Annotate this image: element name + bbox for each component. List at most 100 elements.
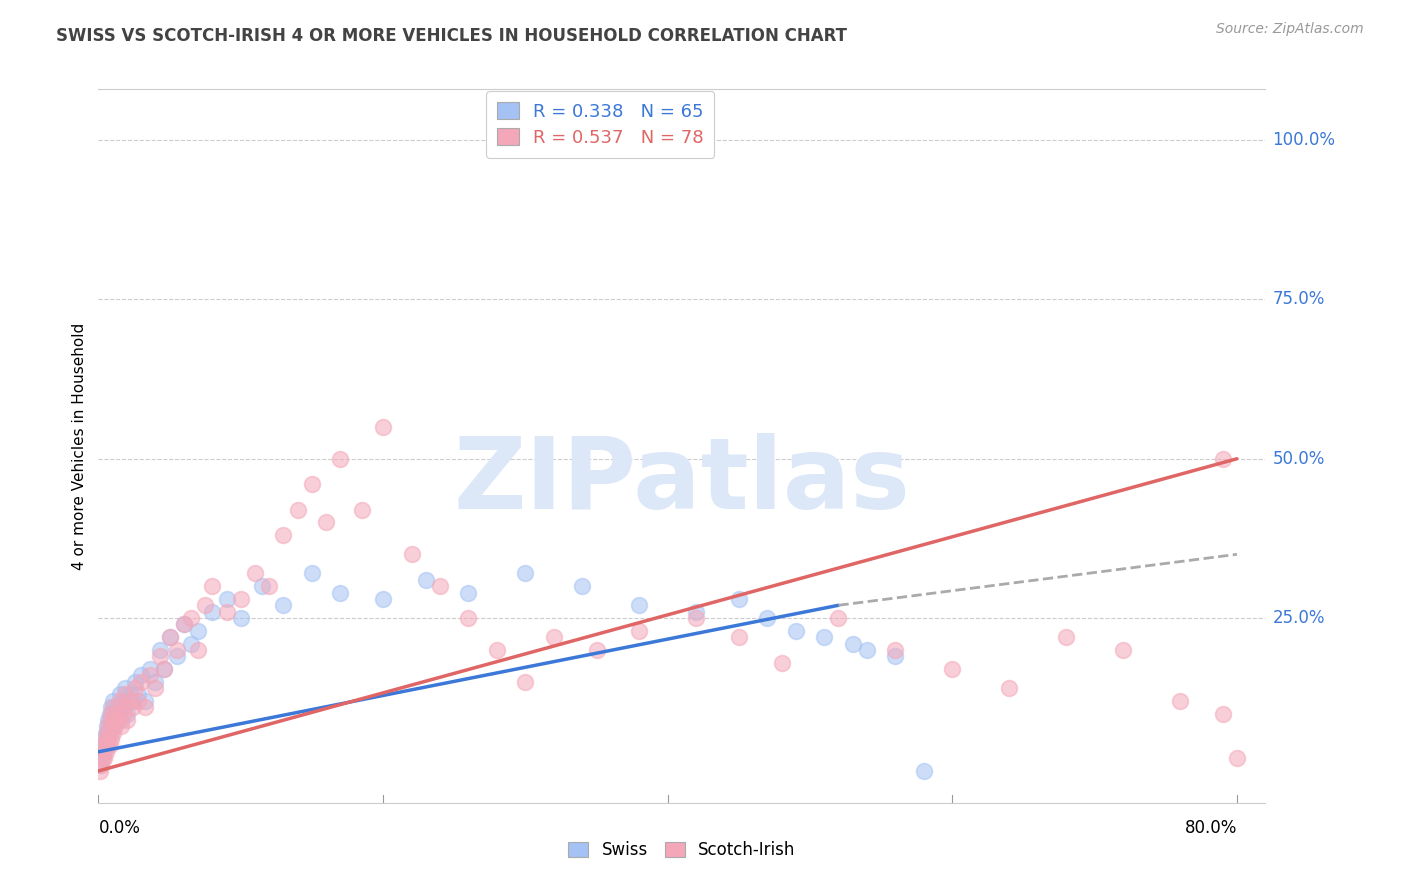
Text: SWISS VS SCOTCH-IRISH 4 OR MORE VEHICLES IN HOUSEHOLD CORRELATION CHART: SWISS VS SCOTCH-IRISH 4 OR MORE VEHICLES…	[56, 27, 848, 45]
Point	[159, 630, 181, 644]
Text: 75.0%: 75.0%	[1272, 291, 1324, 309]
Point	[127, 694, 149, 708]
Point	[628, 599, 651, 613]
Point	[250, 579, 273, 593]
Point	[301, 477, 323, 491]
Point	[1212, 451, 1234, 466]
Point	[166, 649, 188, 664]
Point	[111, 694, 134, 708]
Point	[727, 630, 749, 644]
Point	[143, 674, 166, 689]
Point	[1226, 751, 1249, 765]
Point	[515, 566, 537, 581]
Point	[100, 700, 122, 714]
Text: ZIPatlas: ZIPatlas	[454, 434, 910, 530]
Point	[108, 694, 131, 708]
Point	[187, 624, 209, 638]
Point	[100, 732, 122, 747]
Point	[121, 694, 143, 708]
Point	[97, 725, 120, 739]
Point	[485, 643, 508, 657]
Point	[96, 732, 118, 747]
Point	[118, 688, 141, 702]
Point	[287, 502, 309, 516]
Point	[257, 579, 280, 593]
Point	[134, 700, 156, 714]
Point	[827, 611, 849, 625]
Point	[129, 668, 152, 682]
Text: 25.0%: 25.0%	[1272, 609, 1324, 627]
Point	[129, 674, 152, 689]
Point	[1112, 643, 1135, 657]
Point	[101, 725, 124, 739]
Point	[301, 566, 323, 581]
Text: 80.0%: 80.0%	[1185, 819, 1237, 837]
Point	[98, 706, 121, 721]
Point	[756, 611, 779, 625]
Point	[94, 732, 117, 747]
Point	[124, 681, 146, 695]
Legend: Swiss, Scotch-Irish: Swiss, Scotch-Irish	[562, 835, 801, 866]
Point	[941, 662, 963, 676]
Y-axis label: 4 or more Vehicles in Household: 4 or more Vehicles in Household	[72, 322, 87, 570]
Point	[101, 719, 124, 733]
Point	[107, 706, 129, 721]
Point	[201, 579, 224, 593]
Point	[108, 688, 131, 702]
Point	[727, 591, 749, 606]
Point	[121, 700, 143, 714]
Point	[180, 611, 202, 625]
Point	[90, 751, 112, 765]
Point	[101, 694, 124, 708]
Point	[173, 617, 195, 632]
Point	[401, 547, 423, 561]
Point	[103, 706, 125, 721]
Point	[105, 700, 128, 714]
Point	[457, 585, 479, 599]
Point	[243, 566, 266, 581]
Point	[93, 732, 115, 747]
Point	[371, 420, 394, 434]
Point	[114, 688, 136, 702]
Point	[124, 674, 146, 689]
Point	[856, 643, 879, 657]
Point	[215, 605, 238, 619]
Point	[111, 700, 134, 714]
Point	[105, 706, 128, 721]
Text: 50.0%: 50.0%	[1272, 450, 1324, 467]
Point	[91, 751, 114, 765]
Point	[153, 662, 176, 676]
Point	[112, 706, 135, 721]
Point	[415, 573, 437, 587]
Point	[100, 706, 122, 721]
Point	[685, 611, 707, 625]
Point	[103, 713, 125, 727]
Point	[585, 643, 607, 657]
Point	[329, 585, 352, 599]
Point	[89, 757, 111, 772]
Point	[90, 757, 112, 772]
Point	[998, 681, 1021, 695]
Point	[173, 617, 195, 632]
Point	[110, 713, 132, 727]
Point	[98, 739, 121, 753]
Point	[143, 681, 166, 695]
Point	[101, 700, 124, 714]
Point	[97, 719, 120, 733]
Point	[94, 745, 117, 759]
Point	[785, 624, 807, 638]
Point	[89, 764, 111, 778]
Point	[149, 643, 172, 657]
Point	[884, 649, 907, 664]
Point	[149, 649, 172, 664]
Text: 0.0%: 0.0%	[98, 819, 141, 837]
Text: Source: ZipAtlas.com: Source: ZipAtlas.com	[1216, 22, 1364, 37]
Point	[201, 605, 224, 619]
Point	[1212, 706, 1234, 721]
Point	[96, 739, 118, 753]
Point	[770, 656, 793, 670]
Point	[115, 713, 138, 727]
Point	[371, 591, 394, 606]
Point	[98, 719, 121, 733]
Point	[159, 630, 181, 644]
